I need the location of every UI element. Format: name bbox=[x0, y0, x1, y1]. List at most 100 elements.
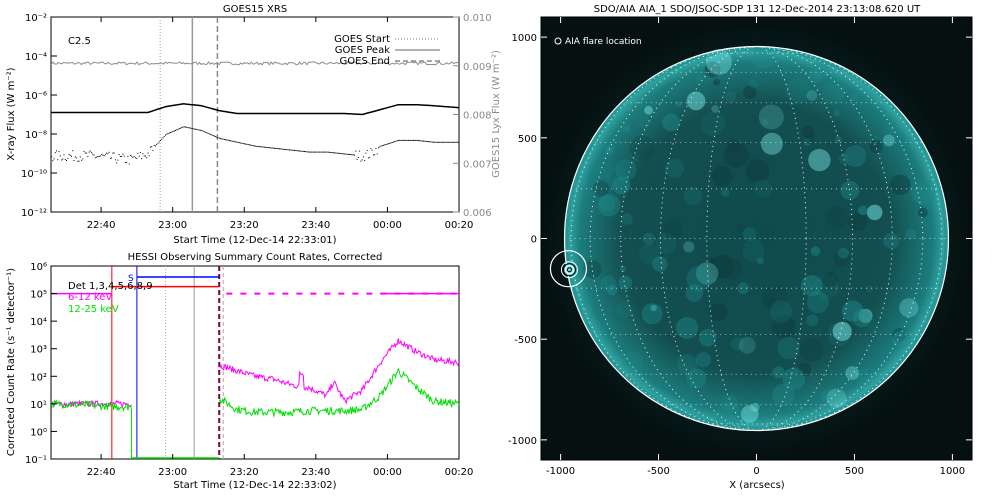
aia-title: SDO/AIA AIA_1 SDO/JSOC-SDP 131 12-Dec-20… bbox=[594, 4, 921, 15]
goes-short-point bbox=[185, 126, 186, 128]
goes-short-point bbox=[250, 144, 252, 146]
goes-short-point bbox=[347, 153, 349, 155]
aia-y-tick-label: -500 bbox=[514, 335, 537, 346]
goes-short-point bbox=[161, 138, 163, 140]
sun-feature bbox=[804, 134, 815, 144]
goes-short-point bbox=[346, 153, 348, 155]
goes-short-point bbox=[233, 141, 235, 143]
goes-short-point bbox=[124, 162, 126, 163]
goes-short-point bbox=[127, 155, 129, 157]
goes-short-point bbox=[198, 129, 200, 131]
goes-short-point bbox=[372, 154, 374, 156]
sun-feature bbox=[740, 405, 759, 423]
hessi-xlabel: Start Time (12-Dec-14 22:33:02) bbox=[173, 480, 336, 491]
sun-feature bbox=[709, 303, 728, 322]
goes-short-point bbox=[394, 141, 396, 143]
flare-contour bbox=[560, 261, 578, 279]
sun-feature bbox=[620, 213, 633, 226]
goes-short-point bbox=[205, 131, 207, 133]
hessi-plot-area bbox=[51, 266, 459, 459]
goes-short-point bbox=[182, 126, 184, 128]
goes-short-point bbox=[241, 142, 243, 144]
goes-short-point bbox=[449, 141, 451, 143]
goes-short-point bbox=[320, 151, 322, 153]
goes-short-point bbox=[152, 150, 154, 151]
goes-short-point bbox=[418, 140, 419, 142]
goes-short-point bbox=[393, 141, 394, 143]
sun-feature bbox=[713, 78, 721, 86]
goes-short-point bbox=[230, 140, 232, 142]
goes-short-point bbox=[332, 152, 334, 154]
goes-short-point bbox=[315, 151, 317, 153]
goes-short-point bbox=[426, 141, 428, 142]
goes-short-point bbox=[181, 127, 183, 129]
sun-feature bbox=[821, 389, 837, 405]
sun-feature bbox=[708, 258, 715, 265]
goes-short-point bbox=[236, 141, 238, 143]
hessi-panel: HESSI Observing Summary Count Rates, Cor… bbox=[6, 252, 473, 491]
goes-short-point bbox=[74, 156, 76, 158]
goes-short-point bbox=[291, 149, 293, 151]
hessi-legend: Det 1,3,4,5,6,8,9 6-12 keV 12-25 keV bbox=[68, 281, 153, 315]
goes-short-point bbox=[97, 155, 99, 157]
goes-short-point bbox=[379, 146, 381, 148]
legend-detectors: Det 1,3,4,5,6,8,9 bbox=[68, 281, 153, 292]
sun-feature bbox=[715, 402, 742, 429]
goes-short-point bbox=[350, 154, 352, 156]
goes-short-point bbox=[261, 146, 263, 148]
goes-short-point bbox=[326, 151, 328, 153]
goes-short-point bbox=[167, 133, 169, 135]
goes-short-point bbox=[190, 127, 191, 129]
goes-panel: GOES15 XRS 22:40 23:00 23:20 23:40 00:00 00:2… bbox=[6, 4, 502, 246]
goes-short-point bbox=[408, 139, 409, 141]
goes-short-point bbox=[277, 148, 279, 150]
sun-feature bbox=[726, 138, 740, 152]
goes-short-point bbox=[117, 159, 119, 161]
goes-long-series bbox=[51, 103, 459, 116]
goes-short-point bbox=[287, 149, 289, 151]
goes-short-point bbox=[285, 149, 287, 150]
aia-image bbox=[549, 45, 950, 432]
goes-short-point bbox=[67, 157, 69, 159]
goes-short-point bbox=[220, 138, 222, 140]
hessi-x-tick-label: 00:00 bbox=[373, 467, 402, 478]
sun-feature bbox=[695, 352, 711, 368]
goes-short-point bbox=[316, 151, 318, 153]
aia-panel: SDO/AIA AIA_1 SDO/JSOC-SDP 131 12-Dec-20… bbox=[508, 4, 973, 491]
goes-short-point bbox=[81, 159, 83, 161]
goes-short-point bbox=[166, 133, 168, 135]
goes-short-point bbox=[450, 141, 452, 143]
goes-short-point bbox=[311, 151, 313, 153]
goes-short-point bbox=[296, 150, 298, 152]
goes-short-point bbox=[410, 139, 412, 141]
goes-short-point bbox=[82, 158, 84, 160]
goes-short-point bbox=[132, 157, 134, 158]
goes-short-point bbox=[272, 147, 274, 149]
goes-short-point bbox=[192, 128, 194, 130]
hessi-saa-label: S bbox=[128, 274, 134, 284]
sun-feature bbox=[865, 284, 874, 293]
goes-short-point bbox=[153, 144, 155, 146]
goes-short-point bbox=[367, 157, 369, 159]
goes-short-point bbox=[88, 151, 90, 153]
goes-short-point bbox=[162, 137, 164, 139]
goes-short-point bbox=[415, 139, 417, 141]
goes-short-point bbox=[196, 129, 198, 130]
goes-short-point bbox=[160, 140, 161, 141]
goes-short-point bbox=[284, 148, 285, 150]
goes-short-point bbox=[354, 154, 356, 156]
hessi-series-12-25kev bbox=[51, 367, 459, 418]
goes-short-point bbox=[96, 156, 98, 158]
goes-short-point bbox=[212, 135, 214, 136]
goes-y2-axis: 0.010 0.009 0.008 0.007 0.006 bbox=[453, 13, 492, 219]
sun-feature bbox=[615, 159, 637, 181]
hessi-x-tick-label: 23:00 bbox=[158, 467, 187, 478]
goes-short-point bbox=[123, 155, 125, 157]
goes-short-point bbox=[420, 140, 422, 142]
goes-short-point bbox=[87, 156, 89, 158]
goes-short-point bbox=[431, 141, 433, 143]
goes-short-point bbox=[321, 151, 323, 153]
goes-short-point bbox=[300, 150, 302, 152]
goes-short-point bbox=[351, 154, 353, 156]
goes-short-point bbox=[126, 161, 128, 163]
